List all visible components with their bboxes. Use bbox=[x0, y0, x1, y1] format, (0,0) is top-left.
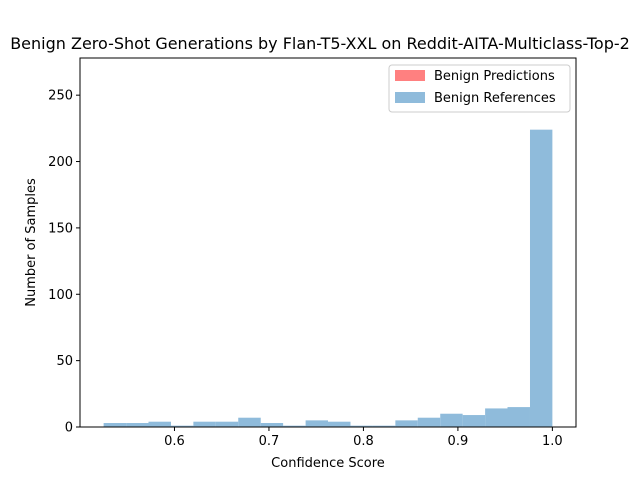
y-axis-label: Number of Samples bbox=[24, 178, 39, 307]
bar-reference-6 bbox=[238, 417, 261, 427]
bar-reference-4 bbox=[193, 421, 216, 427]
x-tick-label: 0.8 bbox=[353, 434, 374, 449]
bar-reference-15 bbox=[440, 413, 463, 427]
y-tick-label: 50 bbox=[56, 354, 73, 369]
bar-reference-7 bbox=[260, 423, 284, 427]
y-tick-label: 100 bbox=[48, 288, 73, 303]
legend-label-references: Benign References bbox=[434, 91, 556, 106]
y-tick-label: 250 bbox=[48, 89, 73, 104]
axes-frame bbox=[79, 57, 577, 428]
bar-reference-14 bbox=[417, 417, 441, 427]
x-tick-label: 1.0 bbox=[542, 434, 563, 449]
x-tick-label: 0.6 bbox=[164, 434, 185, 449]
x-tick-label: 0.9 bbox=[448, 434, 469, 449]
legend-label-predictions: Benign Predictions bbox=[434, 69, 555, 84]
bar-reference-8 bbox=[283, 425, 306, 427]
bars-group bbox=[103, 129, 553, 427]
bar-reference-5 bbox=[215, 421, 239, 427]
y-tick-label: 200 bbox=[48, 155, 73, 170]
y-tick-label: 150 bbox=[48, 221, 73, 236]
legend: Benign Predictions Benign References bbox=[388, 64, 571, 113]
bar-reference-9 bbox=[305, 420, 328, 427]
bar-reference-19 bbox=[529, 129, 553, 427]
x-axis-ticks: 0.6 0.7 0.8 0.9 1.0 bbox=[164, 427, 563, 449]
chart-title: Benign Zero-Shot Generations by Flan-T5-… bbox=[10, 34, 630, 53]
x-tick-label: 0.7 bbox=[259, 434, 280, 449]
bar-reference-16 bbox=[462, 415, 486, 427]
legend-swatch-references bbox=[395, 92, 425, 103]
bar-reference-18 bbox=[507, 407, 530, 427]
x-axis-label: Confidence Score bbox=[271, 456, 385, 471]
bar-reference-11 bbox=[350, 425, 373, 427]
legend-swatch-predictions bbox=[395, 70, 425, 81]
bar-reference-12 bbox=[372, 425, 396, 427]
bar-reference-10 bbox=[328, 421, 351, 427]
bar-reference-13 bbox=[395, 420, 418, 427]
y-axis-ticks: 0 50 100 150 200 250 bbox=[48, 89, 80, 436]
bar-reference-1 bbox=[126, 423, 149, 427]
legend-frame bbox=[388, 64, 571, 113]
bar-reference-2 bbox=[148, 421, 171, 427]
bar-reference-3 bbox=[170, 425, 194, 427]
y-tick-label: 0 bbox=[65, 421, 73, 436]
bar-reference-0 bbox=[103, 423, 127, 427]
bar-reference-17 bbox=[485, 408, 508, 427]
